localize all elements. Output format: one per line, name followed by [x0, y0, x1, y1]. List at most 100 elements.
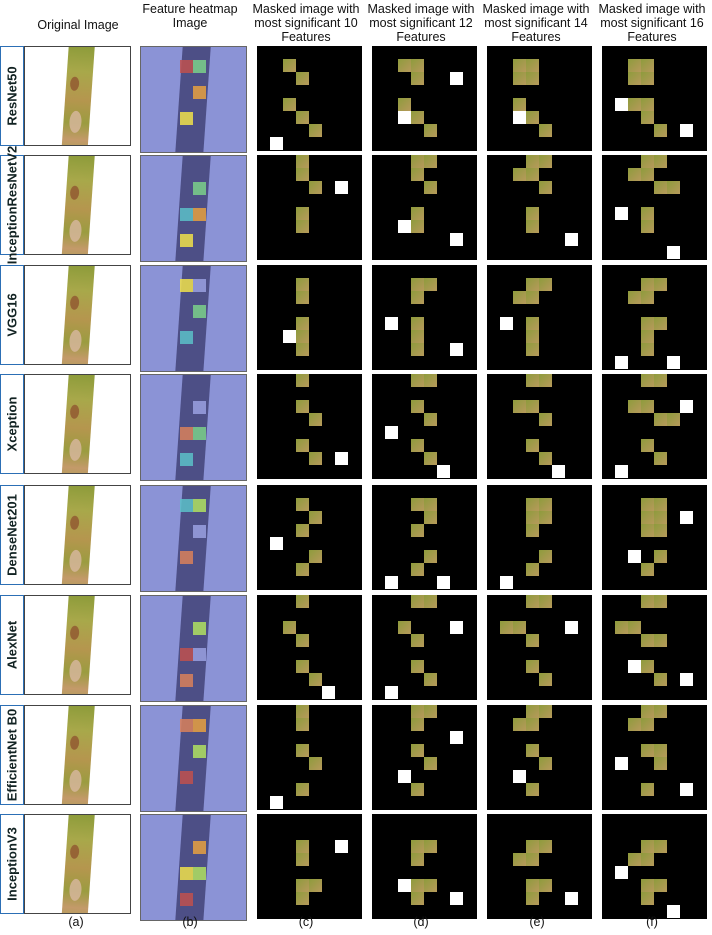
feature-patch — [641, 783, 654, 796]
feature-patch — [424, 511, 437, 524]
feature-patch — [628, 291, 641, 304]
feature-patch — [641, 155, 654, 168]
feature-patch — [296, 330, 309, 343]
leaf-image — [61, 596, 95, 694]
background-patch — [667, 246, 680, 259]
feature-patch — [654, 840, 667, 853]
masked-image — [257, 485, 362, 590]
feature-patch — [424, 278, 437, 291]
feature-patch — [411, 111, 424, 124]
feature-patch — [411, 660, 424, 673]
heatmap-cell — [193, 525, 206, 538]
background-patch — [615, 98, 628, 111]
feature-patch — [654, 498, 667, 511]
leaf-image — [61, 815, 95, 913]
original-image — [24, 46, 131, 146]
feature-patch — [296, 744, 309, 757]
heatmap-cell — [180, 208, 193, 221]
feature-patch — [539, 124, 552, 137]
feature-patch — [296, 278, 309, 291]
feature-patch — [411, 634, 424, 647]
heatmap-cell — [193, 841, 206, 854]
feature-patch — [424, 413, 437, 426]
feature-patch — [539, 550, 552, 563]
feature-patch — [641, 705, 654, 718]
feature-patch — [296, 317, 309, 330]
masked-image — [257, 595, 362, 700]
feature-patch — [654, 124, 667, 137]
feature-patch — [641, 744, 654, 757]
masked-image — [487, 595, 592, 700]
heatmap-cell — [180, 112, 193, 125]
feature-patch — [641, 524, 654, 537]
background-patch — [628, 550, 641, 563]
feature-patch — [526, 634, 539, 647]
feature-patch — [309, 879, 322, 892]
masked-image — [372, 485, 477, 590]
feature-patch — [526, 439, 539, 452]
feature-patch — [296, 111, 309, 124]
heatmap-cell — [193, 622, 206, 635]
masked-image — [602, 705, 707, 810]
feature-patch — [526, 72, 539, 85]
feature-patch — [654, 550, 667, 563]
masked-image — [487, 374, 592, 479]
background-patch — [680, 673, 693, 686]
row-label: InceptionV3 — [0, 814, 24, 914]
heatmap-cell — [193, 867, 206, 880]
original-image — [24, 155, 131, 255]
feature-patch — [641, 291, 654, 304]
leaf-image — [61, 375, 95, 473]
masked-image — [372, 814, 477, 919]
heatmap-cell — [180, 60, 193, 73]
heatmap-cell — [180, 674, 193, 687]
feature-patch — [411, 524, 424, 537]
heatmap-cell — [180, 499, 193, 512]
feature-patch — [641, 511, 654, 524]
feature-patch — [526, 278, 539, 291]
heatmap-image — [140, 374, 247, 481]
feature-patch — [654, 452, 667, 465]
feature-patch — [654, 595, 667, 608]
row-label: Xception — [0, 374, 24, 474]
feature-patch — [615, 621, 628, 634]
feature-patch — [424, 181, 437, 194]
masked-image — [602, 265, 707, 370]
feature-patch — [526, 374, 539, 387]
feature-patch — [296, 498, 309, 511]
header-masked-16: Masked image with most significant 16 Fe… — [598, 2, 706, 44]
feature-patch — [654, 673, 667, 686]
row-label-text: EfficientNet B0 — [4, 708, 20, 802]
feature-patch — [526, 563, 539, 576]
masked-image — [487, 814, 592, 919]
heatmap-cell — [193, 648, 206, 661]
heatmap-cell — [193, 499, 206, 512]
feature-patch — [513, 98, 526, 111]
background-patch — [565, 621, 578, 634]
header-masked-10: Masked image with most significant 10 Fe… — [252, 2, 360, 44]
feature-patch — [654, 757, 667, 770]
masked-image — [372, 705, 477, 810]
feature-patch — [296, 840, 309, 853]
feature-patch — [296, 374, 309, 387]
feature-patch — [424, 595, 437, 608]
feature-patch — [539, 511, 552, 524]
feature-patch — [411, 563, 424, 576]
masked-image — [372, 595, 477, 700]
masked-image — [487, 46, 592, 151]
original-image — [24, 485, 131, 585]
feature-patch — [296, 853, 309, 866]
feature-patch — [411, 853, 424, 866]
feature-patch — [526, 892, 539, 905]
feature-patch — [539, 498, 552, 511]
heatmap-cell — [180, 331, 193, 344]
feature-patch — [526, 595, 539, 608]
feature-patch — [309, 124, 322, 137]
original-image — [24, 595, 131, 695]
feature-patch — [539, 374, 552, 387]
row-label-text: DenseNet201 — [4, 494, 20, 576]
feature-patch — [526, 330, 539, 343]
leaf-image — [61, 47, 95, 145]
caption-a: (a) — [68, 915, 84, 929]
background-patch — [450, 731, 463, 744]
